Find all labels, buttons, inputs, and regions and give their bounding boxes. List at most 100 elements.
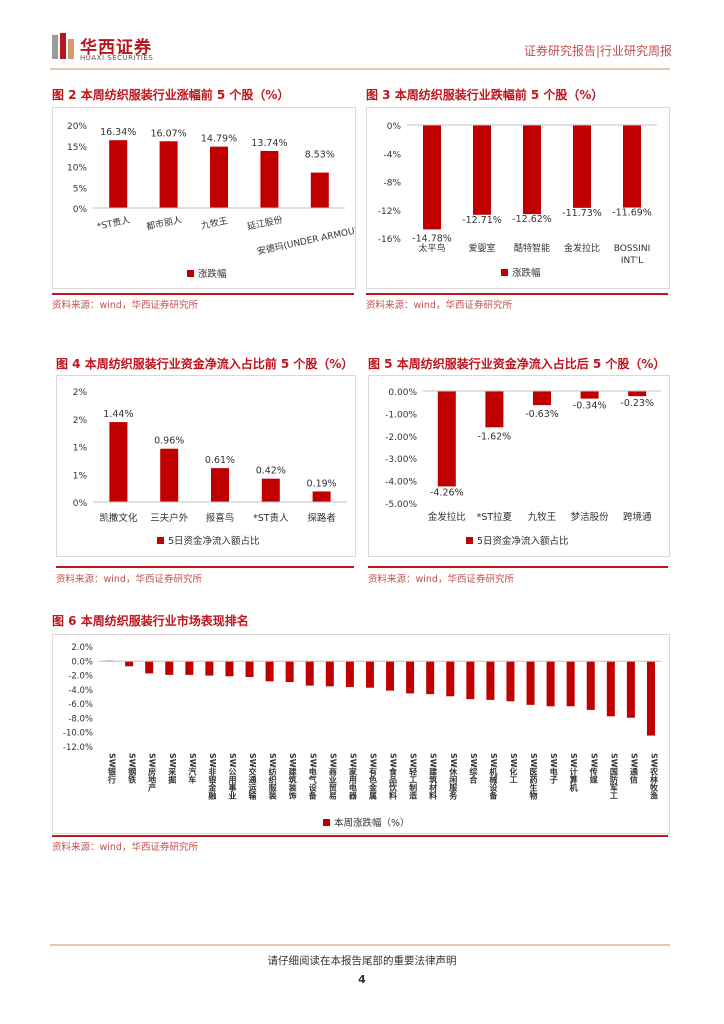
fig2-bar <box>260 150 279 208</box>
fig4-bar <box>211 468 229 502</box>
fig4-rule <box>56 566 354 568</box>
fig6-tick-label: -12.0% <box>63 743 93 753</box>
fig6-bar <box>546 661 555 707</box>
fig6-tick-label: -2.0% <box>68 672 93 682</box>
fig2-bar <box>159 141 178 208</box>
fig6-bar <box>305 661 314 686</box>
fig6-bar <box>446 661 455 697</box>
fig4-title: 图 4 本周纺织服装行业资金净流入占比前 5 个股（%） <box>56 357 354 371</box>
fig6-category-label: SW银行 <box>107 753 117 785</box>
fig2-bar <box>109 140 128 208</box>
fig6-category-label: SW商业贸易 <box>328 753 337 801</box>
page-number: 4 <box>358 973 366 986</box>
fig4-data-label: 0.19% <box>307 478 337 489</box>
fig4-category-label: *ST贵人 <box>253 512 289 524</box>
fig6-tick-label: -10.0% <box>63 729 93 739</box>
fig6-bar <box>185 661 194 675</box>
fig2-rule <box>52 293 354 295</box>
fig3-category-label: 金发拉比 <box>564 242 600 254</box>
fig5-rule <box>368 566 668 568</box>
fig4-tick-label: 1% <box>73 471 88 481</box>
fig6-bar <box>426 661 435 695</box>
fig6-rule <box>52 835 668 837</box>
fig6-tick-label: -8.0% <box>68 714 93 724</box>
fig3-data-label: -14.78% <box>412 233 452 244</box>
fig6-bar <box>646 661 655 736</box>
fig6-category-label: SW国防军工 <box>609 753 618 800</box>
header-divider <box>50 68 670 70</box>
fig5-category-label: *ST拉夏 <box>477 511 513 523</box>
fig5-tick-label: -1.00% <box>385 410 417 420</box>
fig5-legend-swatch <box>466 537 473 544</box>
fig3-bar <box>573 125 591 208</box>
fig5-tick-label: 0.00% <box>388 388 417 398</box>
fig2-category-label: 都市丽人 <box>145 213 183 232</box>
fig6-category-label: SW建筑材料 <box>428 753 438 801</box>
company-logo-icon <box>52 33 74 59</box>
fig6-bar <box>365 661 374 688</box>
legal-notice: 请仔细阅读在本报告尾部的重要法律声明 <box>267 955 457 967</box>
fig6-bar <box>245 661 254 677</box>
fig3-category-label: 爱婴室 <box>468 242 495 254</box>
fig5-data-label: -1.62% <box>478 431 512 442</box>
fig3-data-label: -12.71% <box>462 215 502 226</box>
fig3-tick-label: -16% <box>378 235 402 245</box>
fig3-data-label: -11.69% <box>612 208 652 219</box>
fig2-tick-label: 5% <box>73 184 88 194</box>
fig5-data-label: -4.26% <box>430 487 464 498</box>
fig3-bar <box>623 125 641 208</box>
fig2-legend-swatch <box>187 270 194 277</box>
fig6-bar <box>586 661 595 710</box>
fig5-category-label: 金发拉比 <box>428 511 466 523</box>
fig4-legend-label: 5日资金净流入额占比 <box>168 535 260 547</box>
fig6-category-label: SW机械设备 <box>488 753 498 801</box>
fig4-chart: 0% 1% 1% 2% 2% 1.44% 凯撒文化 0.96% 三夫户外 0.61% 报喜鸟 0.42… <box>56 375 356 557</box>
fig4-bar <box>160 448 179 502</box>
fig3-source: 资料来源：wind，华西证券研究所 <box>366 300 512 311</box>
fig2-data-label: 16.07% <box>150 128 186 139</box>
fig6-legend-swatch <box>323 819 330 826</box>
fig6-bar <box>386 661 395 691</box>
fig2-tick-label: 20% <box>67 122 87 132</box>
fig5-legend-label: 5日资金净流入额占比 <box>477 535 569 547</box>
fig3-legend-swatch <box>501 269 508 276</box>
fig5-bar <box>485 391 504 428</box>
fig6-category-label: SW房地产 <box>148 753 157 793</box>
fig2-tick-label: 0% <box>73 205 88 215</box>
fig4-tick-label: 1% <box>73 444 88 454</box>
fig6-category-label: SW医药生物 <box>529 753 538 801</box>
fig6-category-label: SW公用事业 <box>228 753 237 800</box>
fig6-category-label: SW家用电器 <box>347 753 357 801</box>
fig3-title: 图 3 本周纺织服装行业跌幅前 5 个股（%） <box>366 88 604 102</box>
fig6-bar <box>325 661 334 687</box>
fig6-category-label: SW交通运输 <box>247 753 257 801</box>
fig4-data-label: 0.42% <box>256 466 286 477</box>
fig6-category-label: SW轻工制造 <box>409 753 418 801</box>
fig5-category-label: 跨境通 <box>623 511 652 523</box>
fig4-source: 资料来源：wind，华西证券研究所 <box>56 574 202 585</box>
fig6-bar <box>265 661 274 682</box>
fig3-category-label: BOSSINI INT'L <box>614 244 651 266</box>
fig2-bar <box>210 146 228 208</box>
fig2-chart: 0% 5% 10% 15% 20% 16.34% *ST贵人 16.07% 都市丽人 14.79%… <box>52 107 375 289</box>
fig6-legend-label: 本周涨跌幅（%） <box>334 817 410 829</box>
fig5-bar <box>533 391 551 406</box>
fig6-category-label: SW休闲服务 <box>448 753 458 801</box>
fig2-tick-label: 15% <box>67 143 87 153</box>
fig6-bar <box>225 661 234 677</box>
fig3-chart: 0% -4% -8% -12% -16% -14.78% 太平鸟 -12.71% 爱婴室 -12.… <box>366 107 670 289</box>
fig6-bar <box>486 661 495 700</box>
fig2-category-label: *ST贵人 <box>96 214 131 233</box>
fig3-data-label: -11.73% <box>562 208 602 219</box>
fig4-category-label: 报喜鸟 <box>206 512 235 524</box>
fig6-bar <box>466 661 475 700</box>
fig5-bar <box>628 391 647 397</box>
fig2-data-label: 13.74% <box>251 138 287 149</box>
fig6-title: 图 6 本周纺织服装行业市场表现排名 <box>52 614 249 628</box>
fig6-tick-label: -6.0% <box>68 700 93 710</box>
fig6-category-label: SW农林牧渔 <box>648 753 658 801</box>
fig6-bar <box>285 661 294 682</box>
fig5-category-label: 九牧王 <box>528 511 557 523</box>
fig4-legend-swatch <box>157 537 164 544</box>
fig5-data-label: -0.23% <box>620 398 654 409</box>
